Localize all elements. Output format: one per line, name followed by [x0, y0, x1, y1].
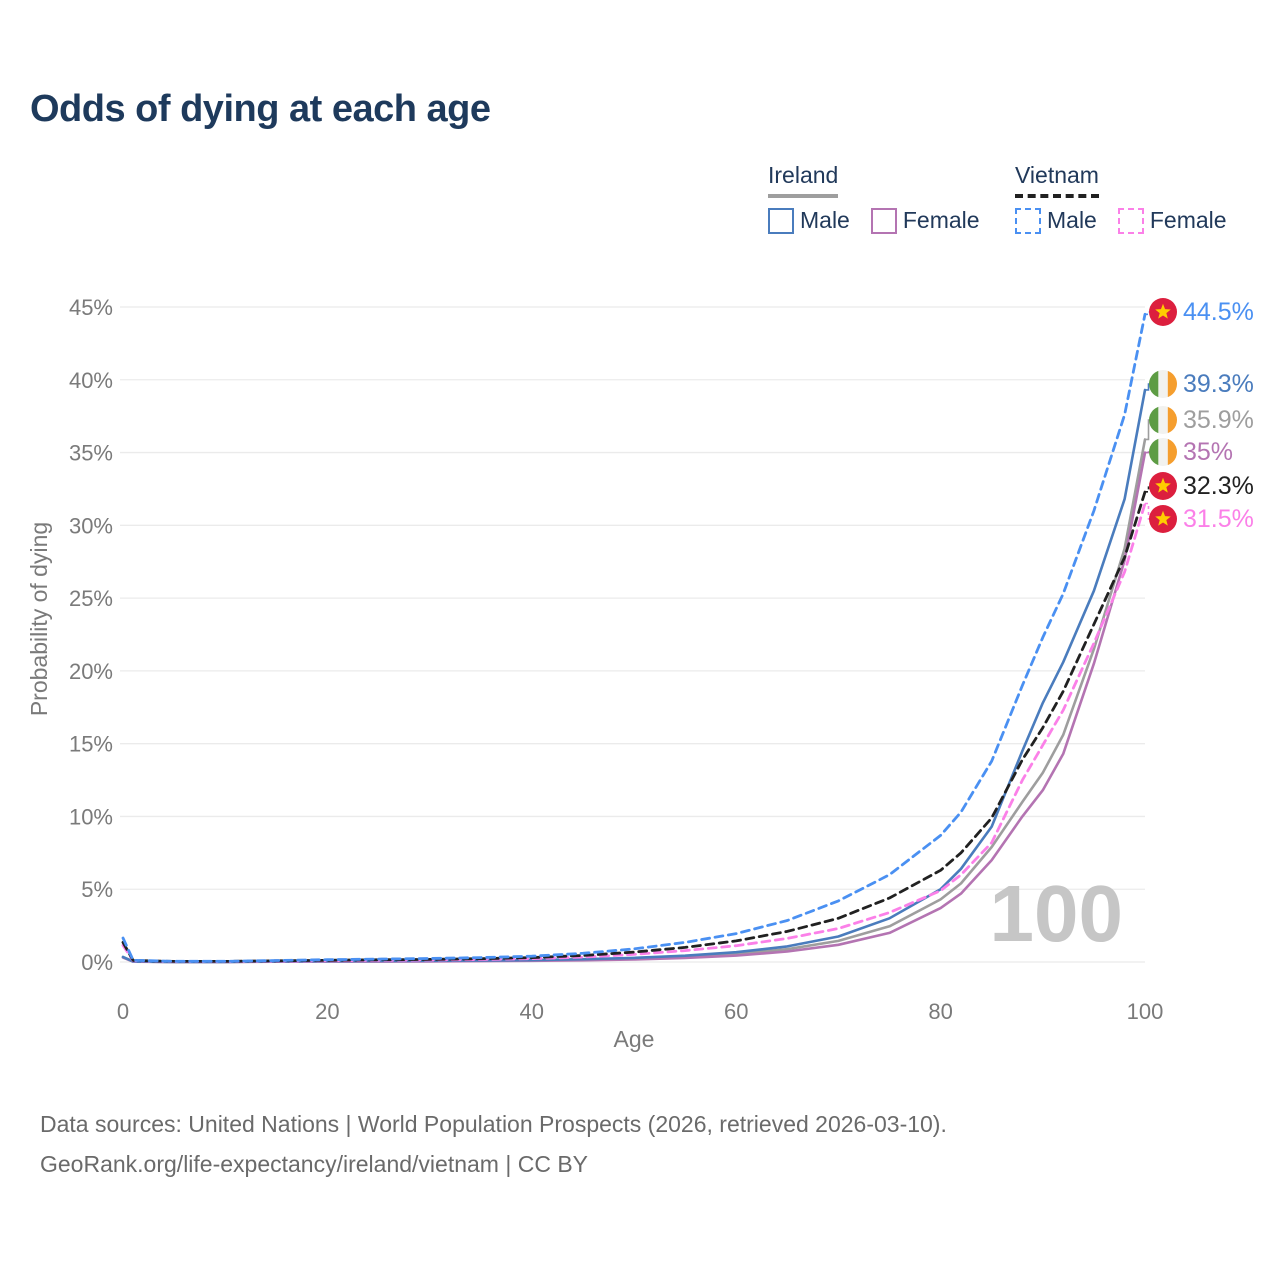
y-tick-label: 5%: [81, 877, 113, 902]
x-tick-label: 80: [928, 999, 952, 1024]
legend-country-ireland: Ireland: [768, 162, 839, 198]
end-label-ireland-both: 35.9%: [1145, 406, 1254, 441]
x-tick-label: 40: [520, 999, 544, 1024]
end-label-vietnam-female: 31.5%: [1145, 502, 1254, 533]
x-axis-title: Age: [614, 1026, 655, 1052]
flag-ireland-orange-stripe: [1167, 406, 1177, 434]
end-label-ireland-female: 35%: [1145, 438, 1233, 466]
ireland-female-swatch-icon: [870, 207, 897, 234]
flag-ireland-green-stripe: [1149, 438, 1159, 466]
flag-ireland-icon: [1149, 438, 1177, 466]
y-tick-label: 20%: [69, 659, 113, 684]
flag-vietnam-icon: [1149, 298, 1177, 326]
y-axis-title: Probability of dying: [26, 522, 52, 716]
legend-item-label: Male: [800, 207, 850, 233]
series-line-vietnam-both: [121, 490, 1147, 963]
flag-ireland-orange-stripe: [1167, 438, 1177, 466]
footer-data-sources: Data sources: United Nations | World Pop…: [40, 1111, 947, 1137]
end-label-ireland-male: 39.3%: [1145, 370, 1254, 398]
x-tick-label: 100: [1127, 999, 1164, 1024]
legend-item-vietnam-female[interactable]: Female: [1117, 207, 1227, 234]
legend-item-label: Female: [902, 207, 980, 233]
end-label-vietnam-both: 32.3%: [1145, 472, 1254, 500]
legend-item-ireland-male[interactable]: Male: [768, 207, 850, 234]
legend-group-vietnam: Vietnam Male Female: [1015, 162, 1227, 234]
end-value-label: 39.3%: [1183, 370, 1254, 398]
series-line-vietnam-male: [121, 312, 1147, 963]
footer-attribution: GeoRank.org/life-expectancy/ireland/viet…: [40, 1151, 589, 1177]
flag-vietnam-star: [1155, 477, 1171, 493]
y-tick-label: 0%: [81, 950, 113, 975]
label-connector: [1145, 485, 1152, 493]
age-watermark: 100: [990, 869, 1123, 958]
flag-ireland-green-stripe: [1149, 370, 1159, 398]
flag-ireland-icon: [1149, 370, 1177, 398]
flag-ireland-white-stripe: [1158, 438, 1168, 466]
ireland-male-swatch-icon: [768, 207, 794, 234]
flag-ireland-stripes: [1149, 438, 1177, 466]
flag-vietnam-star: [1155, 510, 1171, 526]
flag-vietnam-star: [1155, 303, 1171, 319]
y-tick-label: 15%: [69, 732, 113, 757]
flag-ireland-white-stripe: [1158, 370, 1168, 398]
x-tick-label: 20: [315, 999, 339, 1024]
vietnam-female-swatch-icon: [1117, 207, 1144, 234]
page-title: Odds of dying at each age: [30, 88, 491, 130]
flag-ireland-green-stripe: [1149, 406, 1159, 434]
y-tick-label: 45%: [69, 295, 113, 320]
flag-ireland-white-stripe: [1158, 406, 1168, 434]
legend-item-label: Male: [1047, 207, 1097, 233]
end-value-label: 31.5%: [1183, 505, 1254, 533]
flag-vietnam-icon: [1149, 472, 1177, 500]
legend-item-label: Female: [1149, 207, 1227, 233]
flag-ireland-stripes: [1149, 406, 1177, 434]
end-value-label: 35.9%: [1183, 406, 1254, 434]
legend-group-ireland: Ireland Male Female: [768, 162, 980, 234]
flag-ireland-orange-stripe: [1167, 370, 1177, 398]
y-tick-label: 30%: [69, 513, 113, 538]
y-tick-label: 25%: [69, 586, 113, 611]
end-value-label: 32.3%: [1183, 472, 1254, 500]
footer: Data sources: United Nations | World Pop…: [40, 1104, 947, 1184]
end-value-label: 35%: [1183, 438, 1233, 466]
y-tick-label: 35%: [69, 441, 113, 466]
flag-ireland-icon: [1149, 406, 1177, 434]
y-tick-label: 40%: [69, 368, 113, 393]
legend-item-ireland-female[interactable]: Female: [870, 207, 980, 234]
legend-country-vietnam: Vietnam: [1015, 162, 1099, 198]
flag-ireland-stripes: [1149, 370, 1177, 398]
flag-vietnam-icon: [1149, 505, 1177, 533]
end-label-vietnam-male: 44.5%: [1145, 298, 1254, 326]
x-tick-label: 60: [724, 999, 748, 1024]
y-tick-label: 10%: [69, 804, 113, 829]
legend-item-vietnam-male[interactable]: Male: [1015, 207, 1097, 234]
x-tick-label: 0: [117, 999, 129, 1024]
vietnam-male-swatch-icon: [1015, 207, 1041, 234]
end-value-label: 44.5%: [1183, 298, 1254, 326]
